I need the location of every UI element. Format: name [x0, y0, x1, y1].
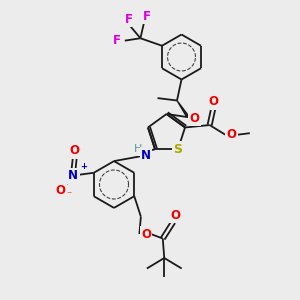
- Text: O: O: [171, 209, 181, 222]
- Polygon shape: [177, 100, 189, 117]
- Text: O: O: [208, 95, 218, 109]
- Text: S: S: [173, 143, 182, 156]
- Text: F: F: [113, 34, 121, 47]
- Text: N: N: [68, 169, 78, 182]
- Text: F: F: [124, 13, 132, 26]
- Text: O: O: [70, 144, 80, 157]
- Text: O: O: [227, 128, 237, 141]
- Text: H: H: [134, 144, 142, 154]
- Text: O: O: [56, 184, 66, 197]
- Text: +: +: [80, 162, 87, 171]
- Text: O: O: [189, 112, 199, 125]
- Text: F: F: [142, 10, 150, 22]
- Text: N: N: [141, 149, 151, 162]
- Text: O: O: [141, 227, 151, 241]
- Text: ⁻: ⁻: [66, 190, 71, 201]
